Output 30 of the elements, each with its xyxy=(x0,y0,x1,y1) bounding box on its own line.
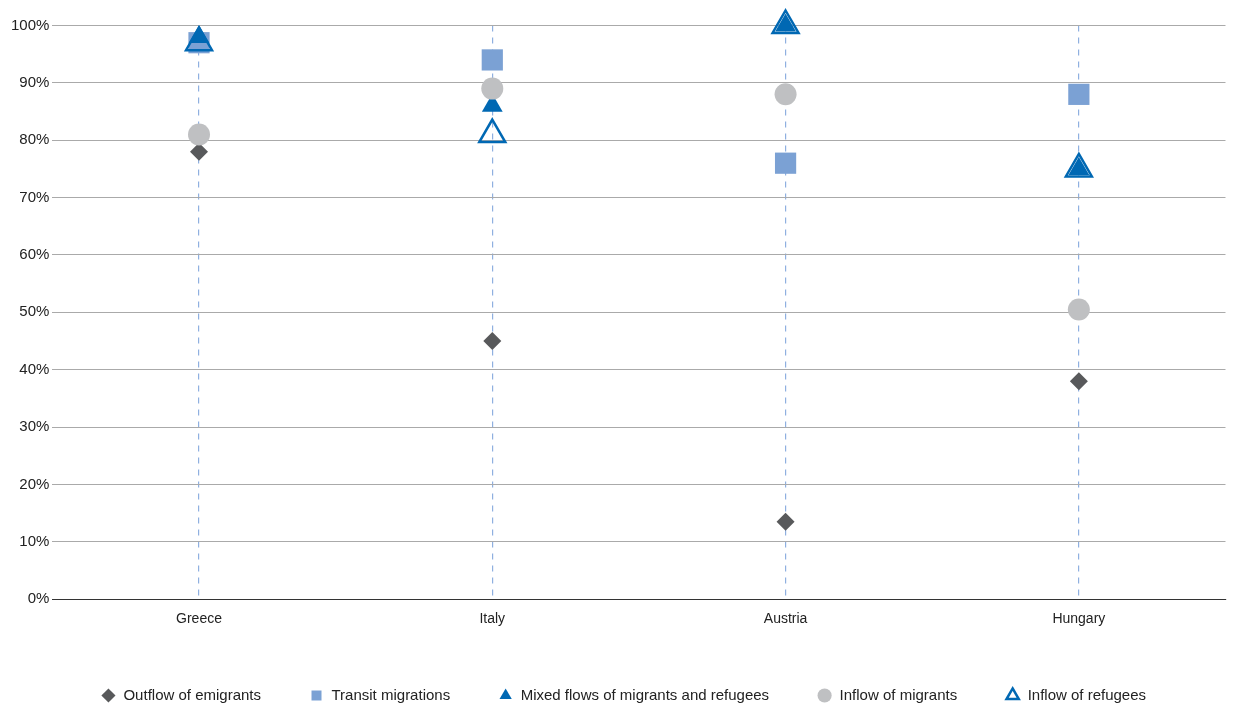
point xyxy=(774,152,797,174)
legend-label: Transit migrations xyxy=(331,685,451,703)
x-tick-label: Hungary xyxy=(1052,610,1106,627)
y-tick-label: 20% xyxy=(19,474,50,492)
y-tick-label: 30% xyxy=(19,417,50,435)
point xyxy=(481,49,503,71)
y-tick-label: 70% xyxy=(19,187,50,205)
x-tick-label: Italy xyxy=(479,610,506,627)
x-tick-label: Greece xyxy=(176,610,223,627)
point xyxy=(1069,372,1088,391)
point xyxy=(1067,298,1090,321)
point xyxy=(481,77,504,100)
y-tick-label: 80% xyxy=(19,130,50,148)
point xyxy=(1068,83,1090,105)
point xyxy=(774,83,797,106)
legend-label: Inflow of migrants xyxy=(839,685,958,703)
y-tick-label: 50% xyxy=(19,302,50,320)
point xyxy=(776,512,795,531)
point xyxy=(188,123,211,146)
legend-label: Outflow of emigrants xyxy=(123,685,262,703)
y-tick-label: 10% xyxy=(19,531,50,549)
y-tick-label: 100% xyxy=(10,15,50,33)
point xyxy=(483,332,502,351)
legend-label: Inflow of refugees xyxy=(1027,685,1147,703)
y-tick-label: 0% xyxy=(27,589,50,607)
y-tick-label: 90% xyxy=(19,73,50,91)
x-tick-label: Austria xyxy=(763,610,808,627)
y-tick-label: 60% xyxy=(19,245,50,263)
y-tick-label: 40% xyxy=(19,359,50,377)
legend-label: Mixed flows of migrants and refugees xyxy=(520,685,770,703)
